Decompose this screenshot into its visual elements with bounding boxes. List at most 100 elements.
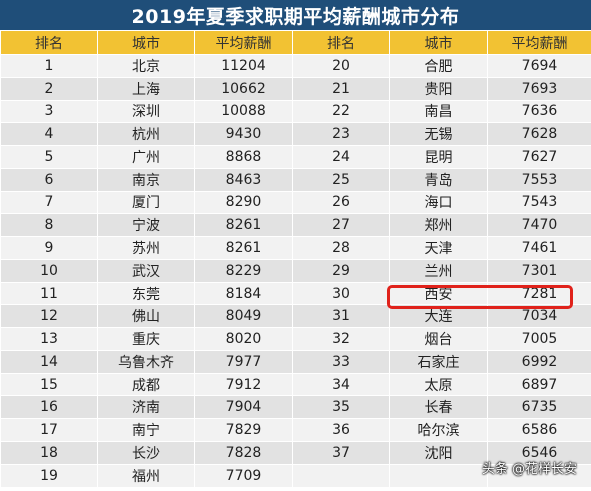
rank-cell: 17 [0, 418, 98, 443]
rank-cell: 20 [292, 54, 390, 78]
salary-cell: 7627 [487, 145, 591, 169]
salary-cell: 10088 [194, 99, 293, 124]
rank-cell: 14 [0, 349, 98, 374]
salary-cell: 7912 [194, 372, 293, 397]
table-row: 9 苏州 8261 28 天津 7461 [0, 236, 591, 260]
salary-cell: 6992 [487, 349, 591, 374]
city-cell: 杭州 [97, 122, 195, 147]
header-row: 排名 城市 平均薪酬 排名 城市 平均薪酬 [0, 30, 591, 55]
city-cell [389, 463, 488, 488]
rank-cell: 30 [292, 281, 390, 306]
salary-cell: 7829 [194, 418, 293, 443]
salary-cell: 8261 [194, 236, 293, 260]
salary-cell: 8290 [194, 190, 293, 215]
rank-cell: 9 [0, 236, 98, 260]
header-rank: 排名 [292, 30, 390, 55]
table-row: 10 武汉 8229 29 兰州 7301 [0, 258, 591, 283]
city-cell: 合肥 [389, 54, 488, 78]
header-salary: 平均薪酬 [194, 30, 293, 55]
salary-cell [487, 463, 591, 488]
table-row: 8 宁波 8261 27 郑州 7470 [0, 213, 591, 238]
city-cell: 兰州 [389, 258, 488, 283]
city-cell: 上海 [97, 76, 195, 101]
table-row: 15 成都 7912 34 太原 6897 [0, 372, 591, 397]
salary-cell: 7301 [487, 258, 591, 283]
city-cell: 石家庄 [389, 349, 488, 374]
salary-cell: 7553 [487, 167, 591, 192]
salary-cell: 7005 [487, 327, 591, 351]
table-row: 4 杭州 9430 23 无锡 7628 [0, 122, 591, 147]
table-row: 1 北京 11204 20 合肥 7694 [0, 54, 591, 78]
city-cell: 太原 [389, 372, 488, 397]
city-cell: 长春 [389, 395, 488, 420]
city-cell: 广州 [97, 145, 195, 169]
salary-cell: 7977 [194, 349, 293, 374]
city-cell: 济南 [97, 395, 195, 420]
city-cell: 乌鲁木齐 [97, 349, 195, 374]
salary-cell: 9430 [194, 122, 293, 147]
table-row: 14 乌鲁木齐 7977 33 石家庄 6992 [0, 349, 591, 374]
rank-cell: 2 [0, 76, 98, 101]
rank-cell: 36 [292, 418, 390, 443]
table-row: 17 南宁 7829 36 哈尔滨 6586 [0, 418, 591, 443]
city-cell: 青岛 [389, 167, 488, 192]
city-cell: 重庆 [97, 327, 195, 351]
highlight-box [387, 285, 573, 309]
city-cell: 天津 [389, 236, 488, 260]
salary-cell: 8868 [194, 145, 293, 169]
city-cell: 海口 [389, 190, 488, 215]
table-row: 19 福州 7709 [0, 463, 591, 488]
salary-cell: 7694 [487, 54, 591, 78]
salary-cell: 7828 [194, 441, 293, 465]
rank-cell: 1 [0, 54, 98, 78]
header-city: 城市 [97, 30, 195, 55]
city-cell: 大连 [389, 304, 488, 329]
salary-cell: 7461 [487, 236, 591, 260]
salary-cell: 7628 [487, 122, 591, 147]
salary-cell: 10662 [194, 76, 293, 101]
salary-cell: 7543 [487, 190, 591, 215]
city-cell: 深圳 [97, 99, 195, 124]
salary-table: 排名 城市 平均薪酬 排名 城市 平均薪酬 1 北京 11204 20 合肥 7694 2 上… [0, 30, 591, 488]
city-cell: 沈阳 [389, 441, 488, 465]
table-row: 13 重庆 8020 32 烟台 7005 [0, 327, 591, 351]
rank-cell: 5 [0, 145, 98, 169]
rank-cell: 4 [0, 122, 98, 147]
city-cell: 佛山 [97, 304, 195, 329]
city-cell: 南京 [97, 167, 195, 192]
table-row: 3 深圳 10088 22 南昌 7636 [0, 99, 591, 124]
city-cell: 哈尔滨 [389, 418, 488, 443]
city-cell: 北京 [97, 54, 195, 78]
rank-cell: 19 [0, 463, 98, 488]
salary-cell: 7709 [194, 463, 293, 488]
city-cell: 东莞 [97, 281, 195, 306]
city-cell: 贵阳 [389, 76, 488, 101]
salary-cell: 6897 [487, 372, 591, 397]
salary-cell: 8229 [194, 258, 293, 283]
rank-cell [292, 463, 390, 488]
salary-cell: 6586 [487, 418, 591, 443]
salary-cell: 7904 [194, 395, 293, 420]
rank-cell: 7 [0, 190, 98, 215]
salary-cell: 8049 [194, 304, 293, 329]
table-row: 7 厦门 8290 26 海口 7543 [0, 190, 591, 215]
table-row: 6 南京 8463 25 青岛 7553 [0, 167, 591, 192]
salary-cell: 8020 [194, 327, 293, 351]
header-salary: 平均薪酬 [487, 30, 591, 55]
table-row: 16 济南 7904 35 长春 6735 [0, 395, 591, 420]
salary-cell: 7470 [487, 213, 591, 238]
rank-cell: 11 [0, 281, 98, 306]
rank-cell: 18 [0, 441, 98, 465]
rank-cell: 3 [0, 99, 98, 124]
rank-cell: 22 [292, 99, 390, 124]
salary-cell: 7693 [487, 76, 591, 101]
city-cell: 无锡 [389, 122, 488, 147]
city-cell: 长沙 [97, 441, 195, 465]
rank-cell: 27 [292, 213, 390, 238]
rank-cell: 15 [0, 372, 98, 397]
rank-cell: 6 [0, 167, 98, 192]
city-cell: 南宁 [97, 418, 195, 443]
table-row: 5 广州 8868 24 昆明 7627 [0, 145, 591, 169]
table-row: 18 长沙 7828 37 沈阳 6546 [0, 441, 591, 465]
city-cell: 南昌 [389, 99, 488, 124]
